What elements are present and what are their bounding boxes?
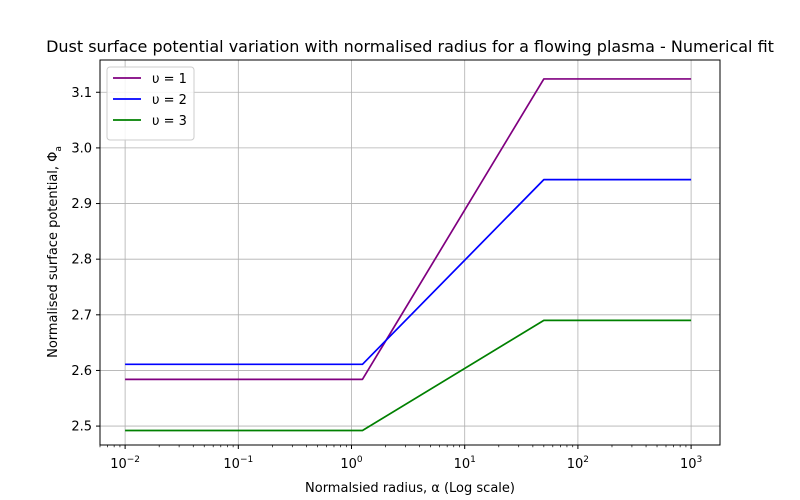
x-tick-base: 10 — [340, 457, 357, 472]
legend-label-1: υ = 1 — [152, 72, 187, 87]
x-tick-base: 10 — [567, 457, 584, 472]
x-tick-base: 10 — [223, 457, 240, 472]
series-line-3 — [125, 319, 692, 432]
x-tick-exponent: 2 — [583, 455, 589, 465]
x-tick-label: 102 — [567, 455, 589, 472]
x-tick-exponent: 3 — [697, 455, 703, 465]
chart-title: Dust surface potential variation with no… — [46, 37, 774, 56]
y-tick-label: 3.1 — [71, 86, 92, 101]
x-tick-exponent: 1 — [470, 455, 476, 465]
x-tick-base: 10 — [454, 457, 471, 472]
y-tick-label: 3.0 — [71, 141, 92, 156]
legend-label-3: υ = 3 — [152, 114, 187, 129]
y-axis-label: Normalised surface potential, Φa — [46, 146, 64, 358]
x-axis: 10−2 10−1 100 101 102 103 — [99, 445, 702, 472]
series-line-1 — [125, 78, 692, 381]
series-lines — [125, 78, 692, 432]
y-tick-label: 2.7 — [71, 308, 92, 323]
y-tick-label: 2.6 — [71, 364, 92, 379]
x-tick-label: 101 — [454, 455, 476, 472]
x-tick-exponent: 0 — [357, 455, 363, 465]
legend: υ = 1 υ = 2 υ = 3 — [106, 66, 195, 141]
x-tick-label: 100 — [340, 455, 363, 472]
y-axis-label-main: Normalised surface potential, Φ — [46, 152, 61, 358]
x-tick-base: 10 — [680, 457, 697, 472]
legend-box — [106, 66, 195, 141]
x-axis-label: Normalsied radius, α (Log scale) — [305, 481, 515, 496]
series-line-2 — [125, 178, 692, 366]
y-tick-label: 2.5 — [71, 420, 92, 435]
x-tick-exponent: −2 — [127, 455, 140, 465]
y-tick-label: 2.8 — [71, 253, 92, 268]
x-tick-label: 10−2 — [110, 455, 140, 472]
x-tick-exponent: −1 — [240, 455, 253, 465]
grid — [100, 60, 720, 445]
legend-label-2: υ = 2 — [152, 93, 187, 108]
y-axis: 2.5 2.6 2.7 2.8 2.9 3.0 3.1 — [71, 86, 100, 435]
y-tick-label: 2.9 — [71, 197, 92, 212]
plot-frame — [99, 59, 721, 446]
y-axis-label-subscript: a — [54, 146, 64, 152]
x-tick-base: 10 — [110, 457, 127, 472]
x-tick-label: 10−1 — [223, 455, 253, 472]
x-tick-label: 103 — [680, 455, 702, 472]
